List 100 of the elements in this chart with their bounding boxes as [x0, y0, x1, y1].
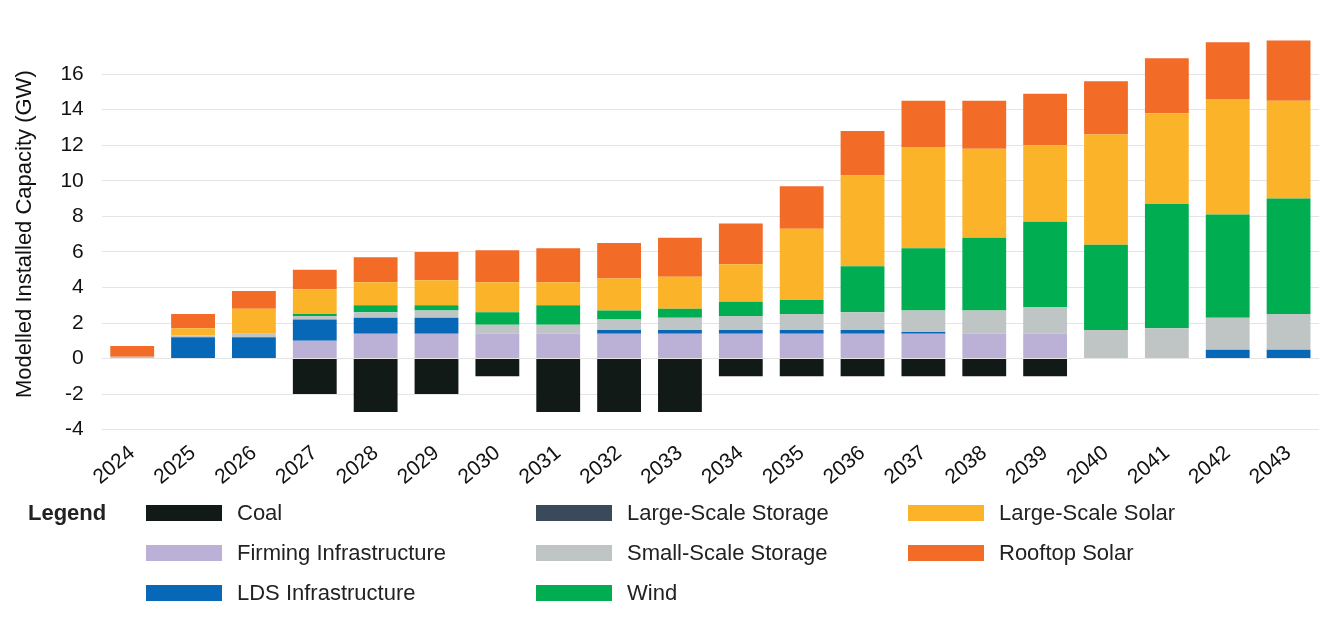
- bar: [292, 289, 337, 315]
- bar: [536, 282, 581, 306]
- bar: [779, 186, 824, 229]
- y-tick-label: 4: [72, 274, 85, 298]
- bar: [840, 266, 885, 313]
- bar: [901, 248, 946, 311]
- bar: [597, 310, 641, 320]
- bar: [292, 269, 337, 290]
- bar: [414, 317, 459, 334]
- bar: [1023, 359, 1068, 377]
- bar: [475, 282, 520, 313]
- bar: [1205, 317, 1250, 350]
- bar: [1266, 198, 1311, 315]
- bar: [171, 328, 215, 336]
- y-tick-label: 12: [60, 132, 84, 156]
- bar: [718, 330, 763, 334]
- legend-label: Firming Infrastructure: [237, 540, 447, 566]
- bar: [1144, 328, 1189, 359]
- bar: [658, 308, 702, 318]
- bar: [1023, 221, 1068, 308]
- bar: [597, 333, 641, 359]
- bar: [658, 333, 702, 359]
- bar: [779, 299, 824, 315]
- bar: [353, 317, 398, 334]
- bar: [414, 359, 459, 395]
- bar: [1205, 349, 1250, 359]
- bar: [1144, 203, 1189, 329]
- bar: [292, 340, 337, 359]
- y-tick-label: 6: [72, 238, 84, 262]
- bar: [840, 312, 885, 331]
- bar: [718, 359, 763, 377]
- bar: [1084, 134, 1128, 245]
- bar: [658, 330, 702, 334]
- bar: [779, 359, 824, 377]
- bar: [414, 305, 459, 311]
- bar: [1144, 113, 1189, 204]
- bar: [658, 237, 702, 277]
- bar: [1266, 349, 1311, 359]
- legend-title: Legend: [28, 499, 108, 527]
- bar: [597, 319, 641, 331]
- y-tick-label: 8: [72, 203, 84, 227]
- bar: [232, 308, 276, 334]
- bar: [840, 131, 885, 176]
- legend-label: LDS Infrastructure: [237, 580, 416, 606]
- bar: [353, 359, 398, 412]
- bar: [779, 333, 824, 359]
- bar: [962, 100, 1007, 149]
- bar: [718, 223, 763, 265]
- bar: [1023, 145, 1068, 222]
- bar: [658, 359, 702, 412]
- bar: [414, 310, 459, 318]
- bar: [1084, 81, 1128, 135]
- bar: [171, 314, 215, 329]
- bar: [779, 314, 824, 331]
- bar: [1205, 99, 1250, 215]
- bar: [536, 248, 581, 283]
- bar: [292, 319, 337, 341]
- bar: [1084, 244, 1128, 331]
- bar: [414, 333, 459, 359]
- bar: [718, 264, 763, 302]
- bar: [840, 333, 885, 359]
- bar: [414, 251, 459, 281]
- y-tick-label: 2: [72, 309, 84, 333]
- bar: [658, 317, 702, 331]
- bar: [962, 237, 1007, 311]
- bar: [718, 315, 763, 331]
- bar: [1023, 333, 1068, 359]
- bar: [962, 148, 1007, 238]
- bar: [718, 301, 763, 316]
- bar: [475, 250, 520, 283]
- bar: [414, 280, 459, 306]
- bar: [353, 333, 398, 359]
- bar: [353, 282, 398, 306]
- y-tick-label: 10: [60, 167, 84, 191]
- y-axis-title: Modelled Installed Capacity (GW): [11, 70, 37, 398]
- bar: [475, 359, 520, 377]
- bar: [901, 359, 946, 377]
- bar: [1205, 214, 1250, 318]
- bar: [1023, 93, 1068, 146]
- bar: [718, 333, 763, 359]
- bar: [353, 312, 398, 318]
- bar: [1205, 42, 1250, 100]
- bar: [475, 324, 520, 334]
- bar: [840, 359, 885, 377]
- bar: [171, 337, 215, 359]
- legend-label: Coal: [237, 500, 283, 526]
- bar: [536, 333, 581, 359]
- bar: [597, 243, 641, 279]
- bar: [475, 312, 520, 325]
- bar: [962, 333, 1007, 359]
- bar: [901, 147, 946, 249]
- bar: [1266, 314, 1311, 350]
- legend-label: Rooftop Solar: [999, 540, 1134, 566]
- bar: [292, 359, 337, 395]
- bar: [232, 291, 276, 309]
- legend-label: Large-Scale Solar: [999, 500, 1176, 526]
- y-tick-label: 0: [72, 345, 84, 369]
- bar: [962, 310, 1007, 334]
- bar: [353, 257, 398, 283]
- bar: [1023, 307, 1068, 334]
